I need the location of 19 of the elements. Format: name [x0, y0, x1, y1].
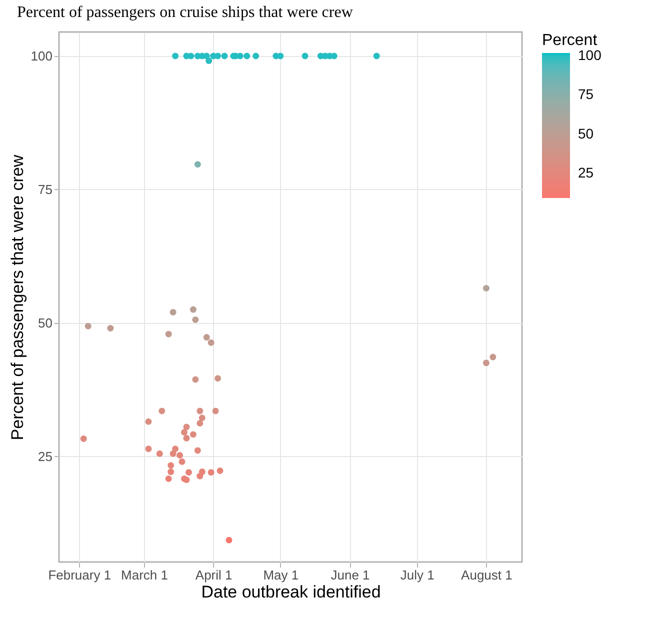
x-tick-label: June 1 [330, 568, 370, 582]
y-axis-title: Percent of passengers that were crew [8, 154, 27, 440]
color-bar-label: 50 [578, 125, 594, 142]
legend-title: Percent [542, 32, 598, 49]
x-tick-label: July 1 [400, 568, 434, 582]
color-bar-label: 25 [578, 164, 594, 180]
x-tick-label: March 1 [121, 568, 168, 582]
x-tick-label: February 1 [48, 568, 112, 582]
chart-title: Percent of passengers on cruise ships that were crew [17, 4, 354, 21]
y-tick-label: 25 [38, 448, 52, 464]
color-bar-label: 100 [578, 47, 602, 64]
y-tick-label: 50 [38, 315, 52, 330]
x-tick-label: April 1 [195, 568, 232, 582]
x-axis-title: Date outbreak identified [201, 582, 381, 602]
color-bar-label: 75 [578, 86, 594, 102]
y-tick-label: 100 [30, 48, 52, 64]
x-tick-label: August 1 [461, 568, 512, 582]
y-tick-label: 75 [38, 182, 52, 197]
x-tick-label: May 1 [263, 568, 299, 582]
